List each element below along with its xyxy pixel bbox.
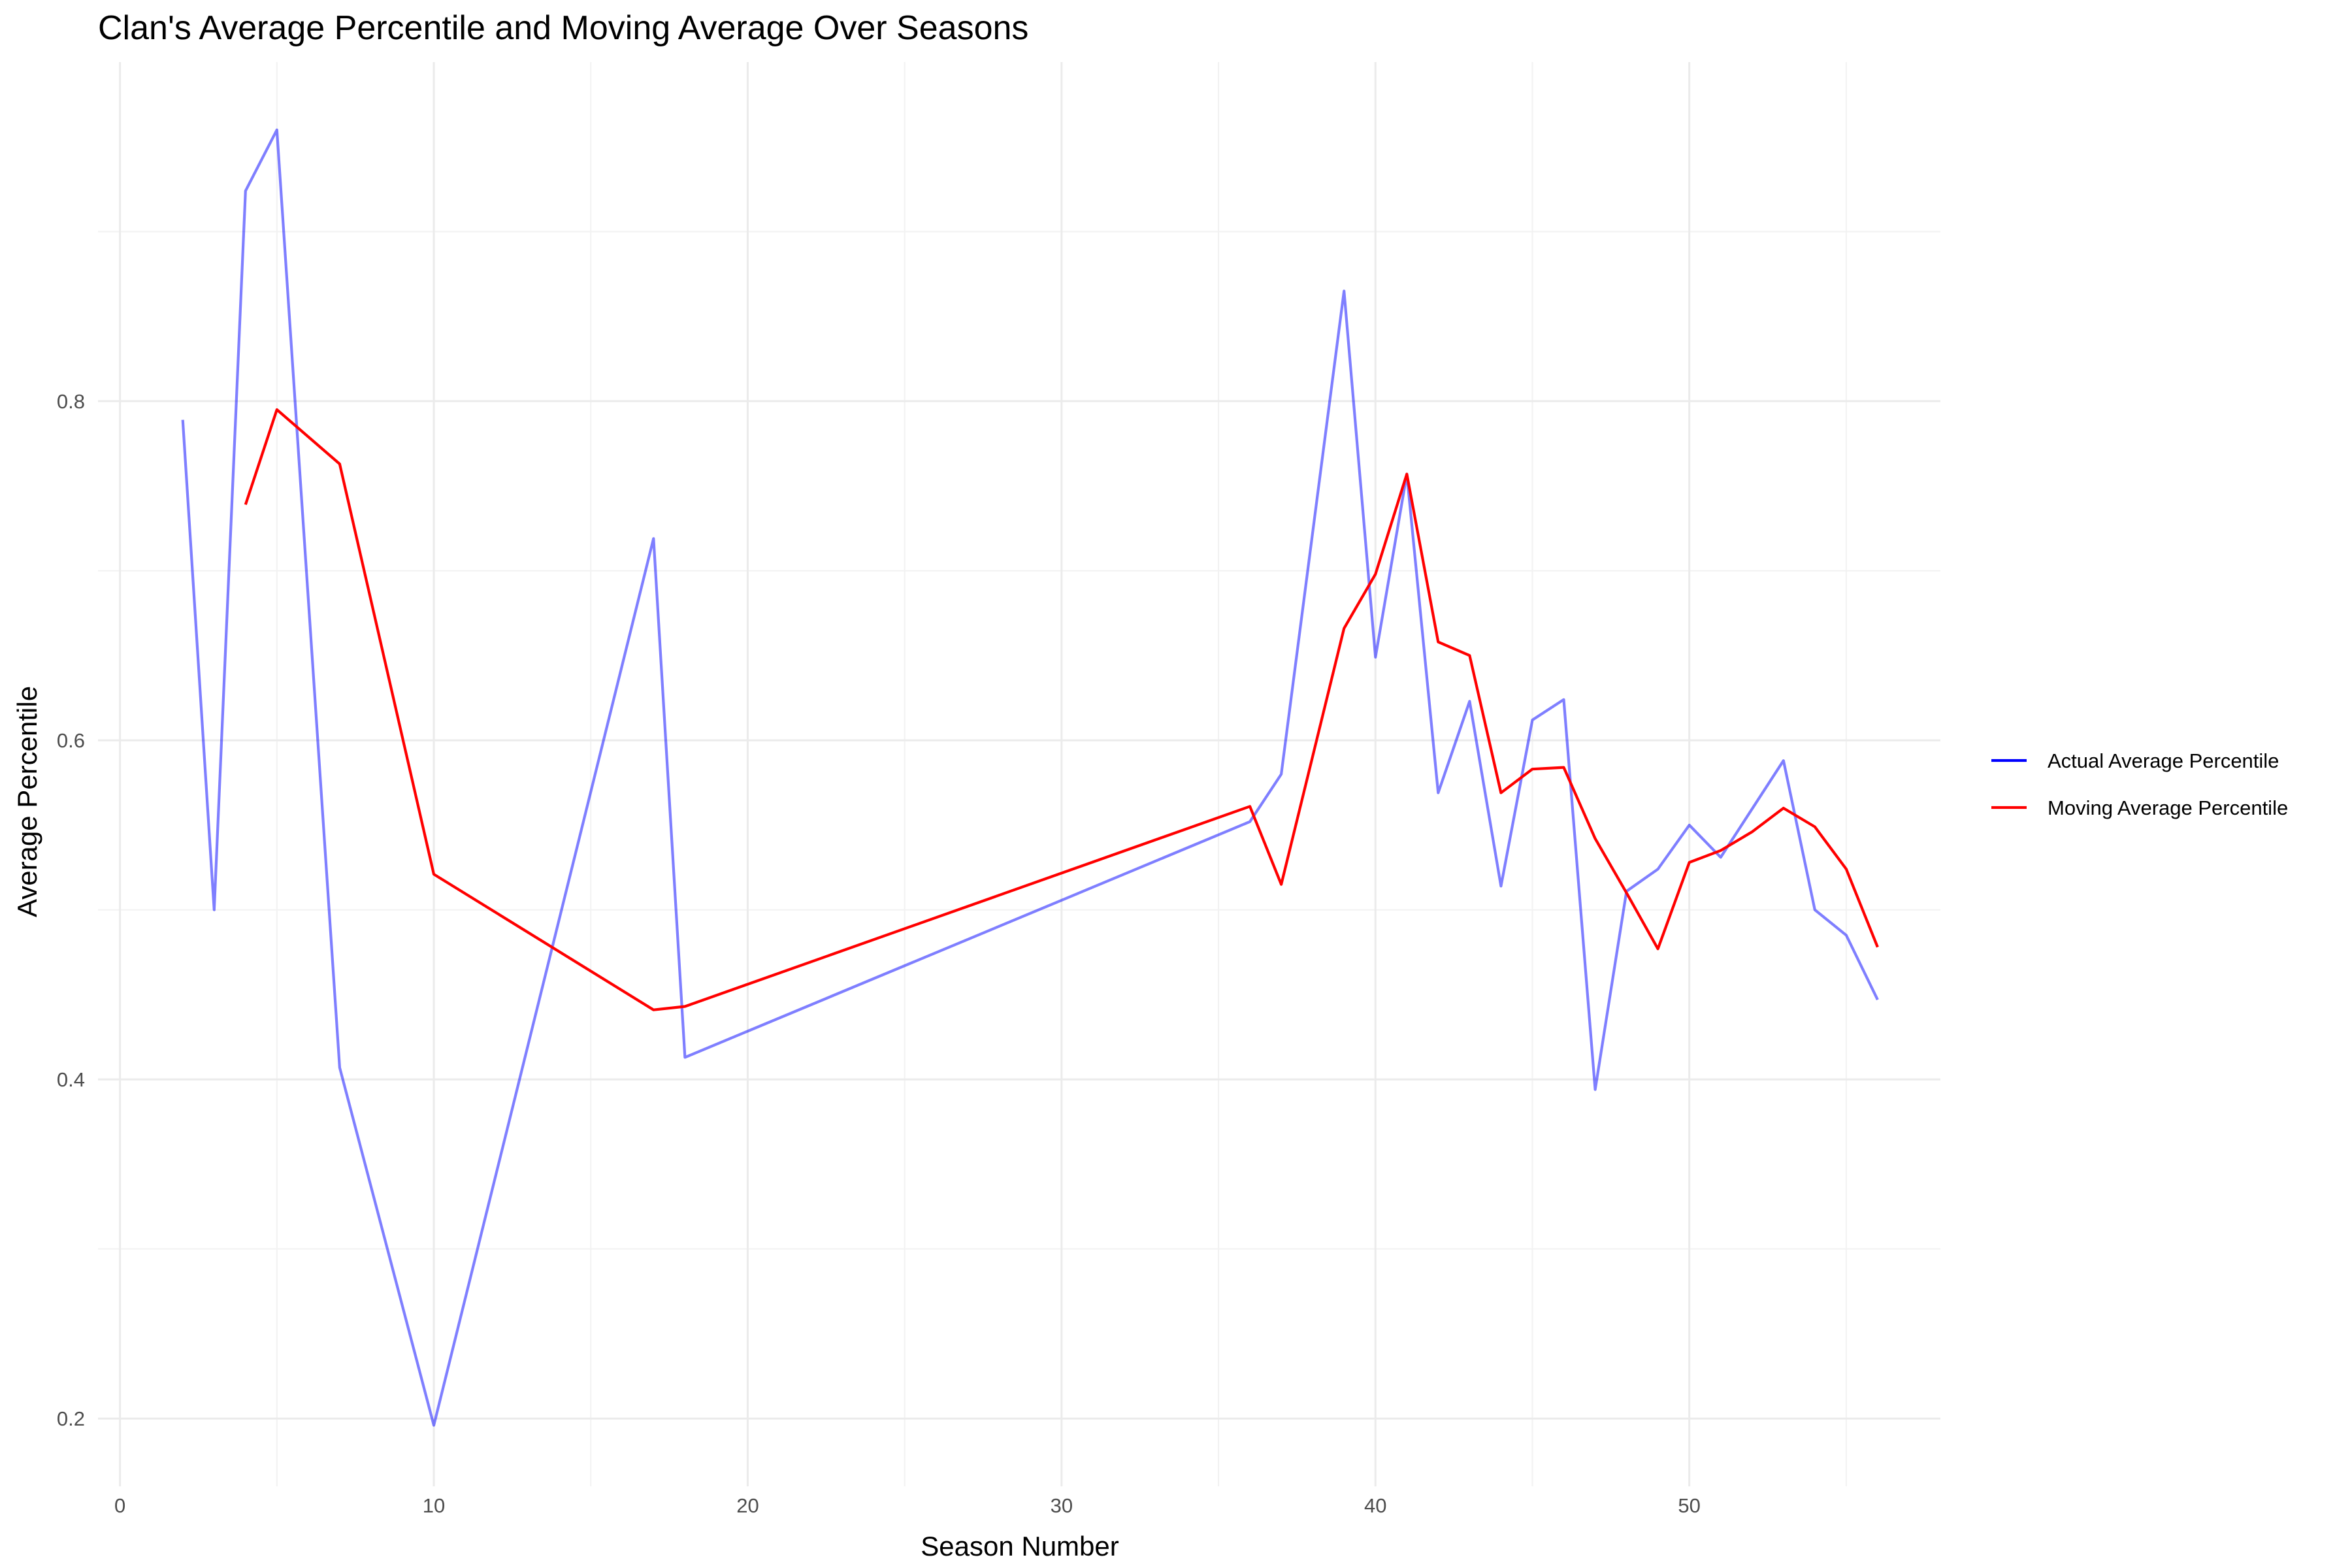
- grid: [98, 62, 1940, 1486]
- series-line-moving-average-percentile: [244, 408, 1879, 1011]
- x-axis-title: Season Number: [921, 1531, 1119, 1561]
- x-tick-label: 40: [1364, 1494, 1386, 1517]
- x-tick-label: 30: [1051, 1494, 1073, 1517]
- x-tick-label: 50: [1678, 1494, 1700, 1517]
- legend-label: Actual Average Percentile: [2048, 749, 2279, 772]
- x-tick-label: 10: [423, 1494, 445, 1517]
- series-line-actual-average-percentile: [181, 128, 1879, 1427]
- legend: Actual Average Percentile Moving Average …: [1991, 749, 2288, 819]
- y-tick-label: 0.8: [57, 390, 85, 413]
- y-axis-title: Average Percentile: [12, 686, 42, 917]
- y-tick-label: 0.4: [57, 1068, 85, 1091]
- x-axis-ticks: 0 10 20 30 40 50: [114, 1494, 1701, 1517]
- y-axis-ticks: 0.2 0.4 0.6 0.8: [57, 390, 85, 1430]
- legend-label: Moving Average Percentile: [2048, 796, 2288, 819]
- y-tick-label: 0.6: [57, 729, 85, 752]
- y-tick-label: 0.2: [57, 1407, 85, 1430]
- x-tick-label: 0: [114, 1494, 125, 1517]
- series-lines: [181, 128, 1879, 1427]
- x-tick-label: 20: [736, 1494, 759, 1517]
- chart-title: Clan's Average Percentile and Moving Ave…: [98, 9, 1028, 47]
